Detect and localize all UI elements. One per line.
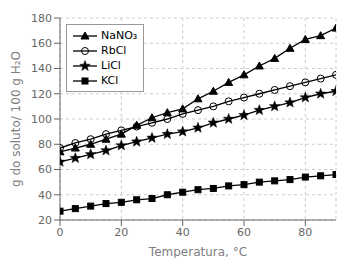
svg-text:100: 100 xyxy=(31,113,52,126)
svg-text:160: 160 xyxy=(31,37,52,50)
svg-text:20: 20 xyxy=(114,226,128,239)
svg-text:140: 140 xyxy=(31,62,52,75)
svg-text:80: 80 xyxy=(38,138,52,151)
svg-text:20: 20 xyxy=(38,214,52,227)
html-text:KCl: KCl xyxy=(101,74,119,87)
svg-text:120: 120 xyxy=(31,88,52,101)
html-text:RbCl: RbCl xyxy=(101,44,127,57)
svg-text:60: 60 xyxy=(38,163,52,176)
svg-text:60: 60 xyxy=(237,226,251,239)
html-text:NaNO₃: NaNO₃ xyxy=(101,29,138,42)
svg-text:Temperatura, °C: Temperatura, °C xyxy=(148,245,247,258)
svg-text:80: 80 xyxy=(298,226,312,239)
html-text:LiCl: LiCl xyxy=(101,59,121,72)
svg-text:g do soluto/ 100 g H₂O: g do soluto/ 100 g H₂O xyxy=(9,51,23,187)
svg-text:40: 40 xyxy=(176,226,190,239)
svg-text:180: 180 xyxy=(31,12,52,25)
svg-text:40: 40 xyxy=(38,189,52,202)
svg-text:0: 0 xyxy=(57,226,64,239)
